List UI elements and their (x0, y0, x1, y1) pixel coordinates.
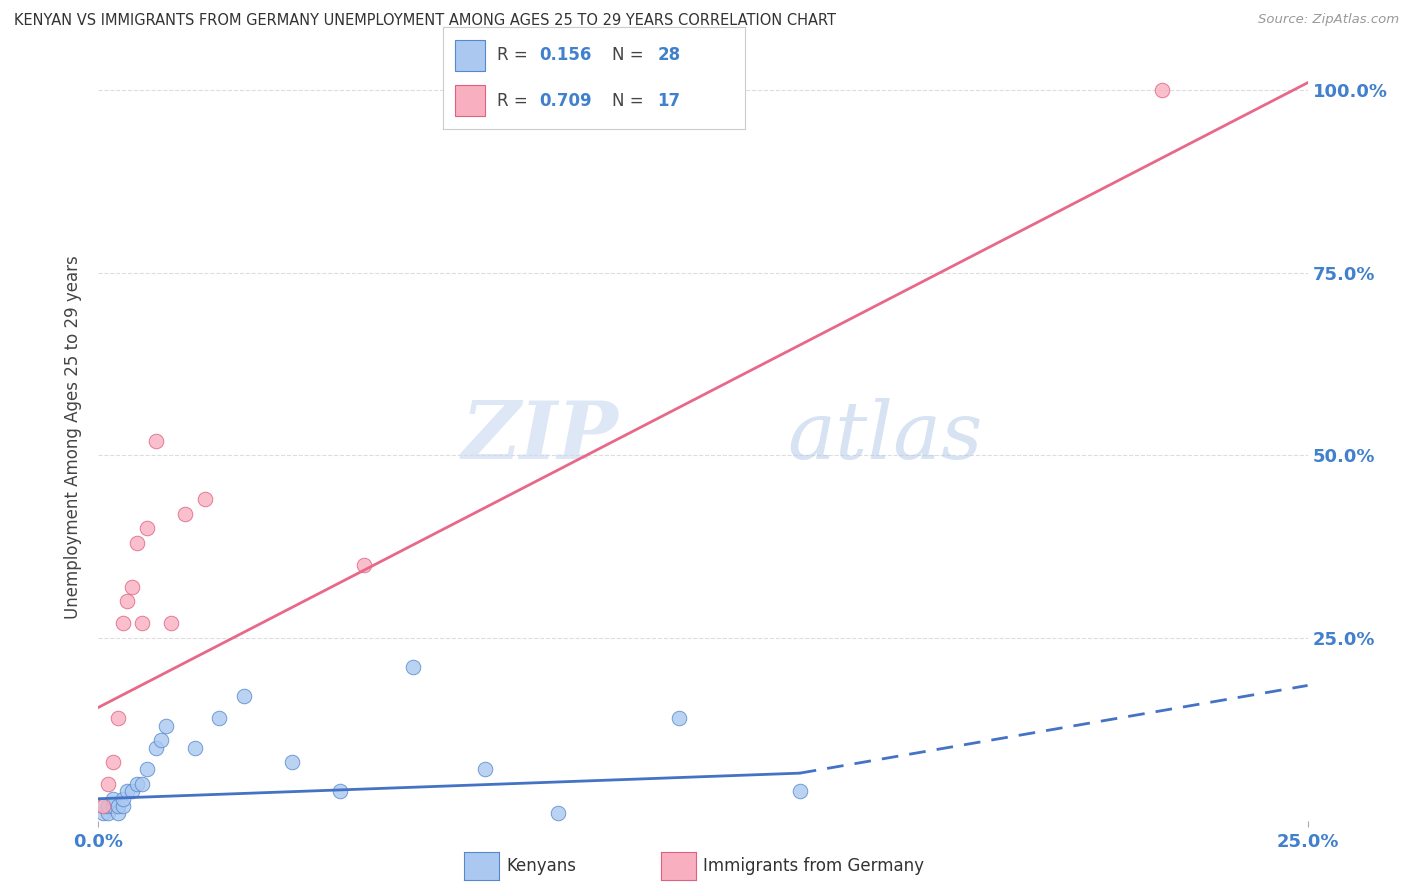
Point (131, 777, 153, 791)
Point (547, 806, 569, 821)
Text: KENYAN VS IMMIGRANTS FROM GERMANY UNEMPLOYMENT AMONG AGES 25 TO 29 YEARS CORRELA: KENYAN VS IMMIGRANTS FROM GERMANY UNEMPL… (14, 13, 837, 29)
Point (101, 799, 124, 814)
Point (91, 806, 114, 821)
Text: R =: R = (498, 46, 533, 64)
Point (107, 711, 129, 725)
Point (97, 799, 120, 814)
Text: ZIP: ZIP (461, 399, 619, 475)
Point (111, 791, 134, 805)
Point (117, 594, 139, 608)
Text: 28: 28 (658, 46, 681, 64)
Y-axis label: Unemployment Among Ages 25 to 29 years: Unemployment Among Ages 25 to 29 years (65, 255, 83, 619)
Point (789, 784, 811, 798)
Text: N =: N = (612, 46, 650, 64)
Point (121, 580, 143, 594)
Bar (456, 86, 485, 116)
Text: N =: N = (612, 92, 650, 110)
Point (353, 558, 375, 572)
Text: Immigrants from Germany: Immigrants from Germany (703, 857, 924, 875)
Point (194, 492, 217, 507)
Text: Kenyans: Kenyans (506, 857, 576, 875)
Point (97, 806, 120, 821)
Point (111, 799, 134, 814)
Point (1152, 83, 1174, 97)
Point (155, 719, 177, 733)
Point (131, 616, 153, 631)
Point (145, 740, 167, 755)
Point (117, 784, 139, 798)
Point (107, 806, 129, 821)
Point (107, 799, 129, 814)
Point (91, 799, 114, 814)
Point (160, 616, 183, 631)
Point (329, 784, 352, 798)
Point (121, 784, 143, 798)
Text: 0.156: 0.156 (540, 46, 592, 64)
Point (150, 733, 173, 747)
Text: atlas: atlas (787, 399, 983, 475)
Text: 17: 17 (658, 92, 681, 110)
Point (692, 112, 714, 127)
Point (101, 791, 124, 805)
Text: Source: ZipAtlas.com: Source: ZipAtlas.com (1258, 13, 1399, 27)
Bar (456, 40, 485, 70)
Point (145, 434, 167, 448)
Point (91, 799, 114, 814)
Point (135, 521, 157, 535)
Point (135, 763, 157, 777)
Text: R =: R = (498, 92, 533, 110)
Point (101, 755, 124, 769)
Point (127, 777, 149, 791)
Point (111, 616, 134, 631)
Point (184, 740, 207, 755)
Point (668, 711, 690, 725)
Point (97, 777, 120, 791)
Point (174, 507, 197, 521)
Text: 0.709: 0.709 (540, 92, 592, 110)
Point (281, 755, 304, 769)
Point (208, 711, 231, 725)
Point (402, 660, 425, 674)
Point (232, 690, 254, 704)
Point (474, 763, 496, 777)
Point (127, 536, 149, 550)
